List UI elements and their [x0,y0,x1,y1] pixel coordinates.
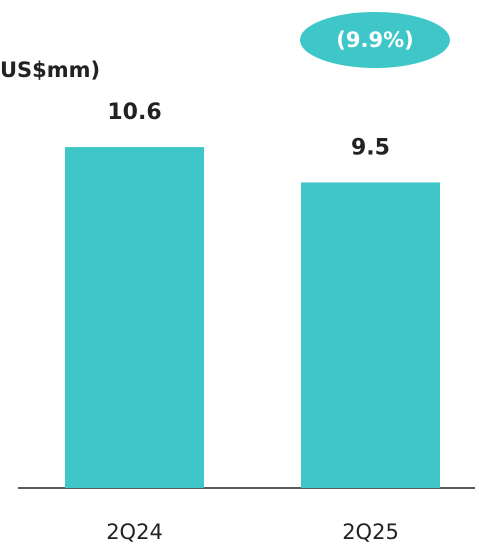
value-label: 10.6 [107,100,161,125]
x-tick-label: 2Q24 [106,520,163,544]
annotation-badge [300,12,450,68]
bar [301,182,440,488]
annotation: (9.9%) [336,28,413,52]
bar [65,147,204,489]
x-tick-label: 2Q25 [342,520,399,544]
value-label: 9.5 [351,135,390,160]
chart-title: US$mm) [0,58,100,82]
